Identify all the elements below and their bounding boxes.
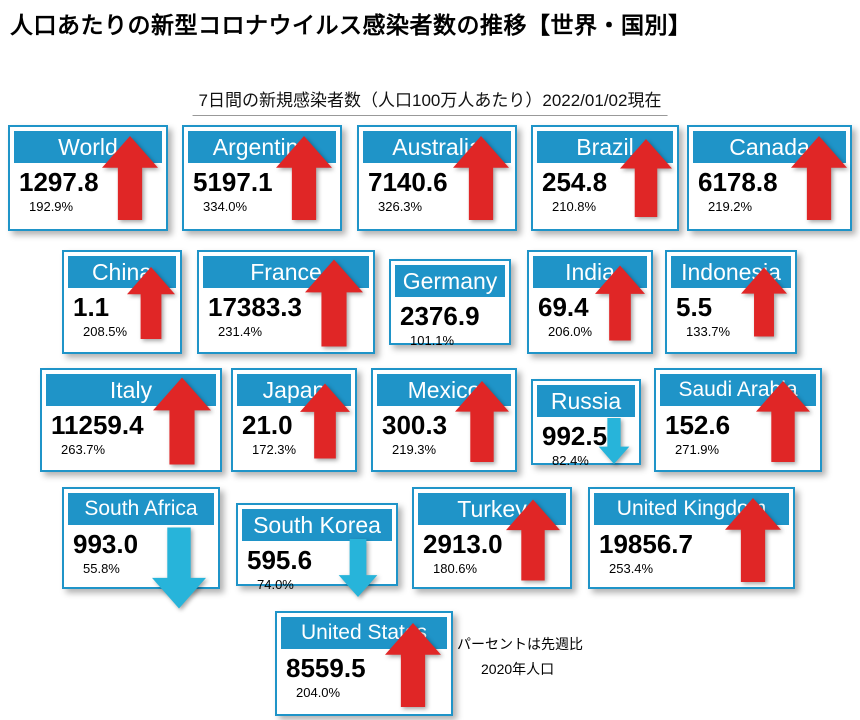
up-arrow-icon [305,259,363,347]
footnote-population-note: 2020年人口 [481,661,555,677]
up-arrow-icon [385,623,441,707]
card-value: 19856.7 [599,529,693,559]
card-value: 5197.1 [193,167,273,197]
chart-subtitle: 7日間の新規感染者数（人口100万人あたり）2022/01/02現在 [192,86,668,116]
country-card-united-kingdom: United Kingdom 19856.7 253.4% [588,487,795,589]
card-value: 993.0 [73,529,139,559]
up-arrow-icon [102,136,158,220]
up-arrow-icon [595,265,645,341]
country-card-china: China 1.1 208.5% [62,250,182,354]
up-arrow-icon [276,136,332,220]
country-card-germany: Germany 2376.9 101.1% [389,259,511,348]
country-card-saudi-arabia: Saudi Arabia 152.6 271.9% [654,368,822,472]
up-arrow-icon [300,383,350,459]
card-percent: 208.5% [83,324,128,339]
card-percent: 133.7% [686,324,731,339]
card-value: 5.5 [676,292,713,322]
country-card-turkey: Turkey 2913.0 180.6% [412,487,572,589]
page-title: 人口あたりの新型コロナウイルス感染者数の推移【世界・国別】 [10,12,692,38]
card-percent: 326.3% [378,199,423,214]
up-arrow-icon [620,139,672,217]
card-percent: 74.0% [257,577,294,592]
down-arrow-icon [598,418,630,464]
down-arrow-icon [152,527,206,609]
country-card-united-states: United States 8559.5 204.0% [275,611,453,716]
card-value: 1297.8 [19,167,99,197]
country-card-france: France 17383.3 231.4% [197,250,375,354]
card-value: 595.6 [247,545,313,575]
card-percent: 253.4% [609,561,654,576]
card-percent: 210.8% [552,199,597,214]
up-arrow-icon [453,136,509,220]
card-percent: 219.3% [392,442,437,457]
card-country-label: South Korea [242,509,392,541]
card-value: 254.8 [542,167,608,197]
card-percent: 204.0% [296,685,341,700]
country-card-south-korea: South Korea 595.6 74.0% [236,503,398,597]
down-arrow-icon [338,539,378,597]
up-arrow-icon [127,267,175,339]
card-percent: 219.2% [708,199,753,214]
country-card-world: World 1297.8 192.9% [8,125,168,231]
card-percent: 271.9% [675,442,720,457]
card-percent: 82.4% [552,453,589,468]
up-arrow-icon [455,381,509,462]
card-country-label: Russia [537,385,635,417]
country-card-argentina: Argentina 5197.1 334.0% [182,125,342,231]
card-percent: 172.3% [252,442,297,457]
country-card-australia: Australia 7140.6 326.3% [357,125,517,231]
country-card-indonesia: Indonesia 5.5 133.7% [665,250,797,354]
country-card-south-africa: South Africa 993.0 55.8% [62,487,220,609]
card-percent: 206.0% [548,324,593,339]
card-value: 992.5 [542,421,608,451]
card-value: 17383.3 [208,292,302,322]
country-card-canada: Canada 6178.8 219.2% [687,125,852,231]
up-arrow-icon [756,381,810,462]
card-percent: 263.7% [61,442,106,457]
card-country-label: South Africa [68,493,214,525]
footnote-percent-note: パーセントは先週比 [457,636,583,652]
country-card-japan: Japan 21.0 172.3% [231,368,357,472]
card-country-label: Germany [395,265,505,297]
up-arrow-icon [791,136,847,220]
card-value: 2913.0 [423,529,503,559]
card-percent: 334.0% [203,199,248,214]
up-arrow-icon [153,377,211,465]
card-value: 1.1 [73,292,110,322]
card-value: 69.4 [538,292,589,322]
card-percent: 231.4% [218,324,263,339]
up-arrow-icon [725,498,781,582]
up-arrow-icon [506,499,560,581]
card-percent: 180.6% [433,561,478,576]
up-arrow-icon [741,267,787,337]
card-value: 7140.6 [368,167,448,197]
country-card-brazil: Brazil 254.8 210.8% [531,125,679,231]
card-value: 21.0 [242,410,293,440]
card-percent: 101.1% [410,333,455,348]
card-value: 11259.4 [51,410,144,440]
card-percent: 192.9% [29,199,74,214]
card-value: 2376.9 [400,301,480,331]
country-card-mexico: Mexico 300.3 219.3% [371,368,517,472]
card-percent: 55.8% [83,561,120,576]
country-card-india: India 69.4 206.0% [527,250,653,354]
country-card-russia: Russia 992.5 82.4% [531,379,641,468]
card-value: 8559.5 [286,653,366,683]
card-value: 152.6 [665,410,731,440]
card-value: 6178.8 [698,167,778,197]
card-value: 300.3 [382,410,448,440]
country-card-italy: Italy 11259.4 263.7% [40,368,222,472]
